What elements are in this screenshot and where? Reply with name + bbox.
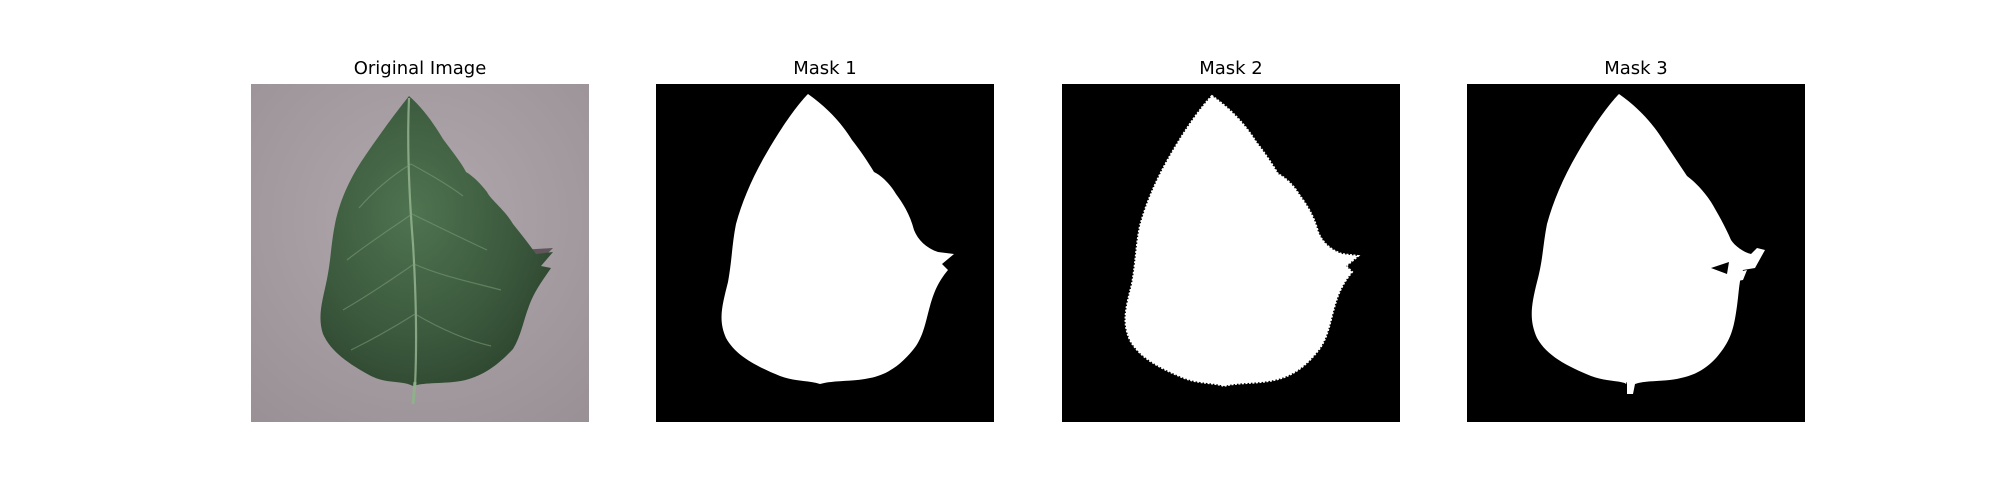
mask-3-image [1467, 84, 1805, 422]
mask-1-leaf-region [721, 94, 954, 384]
panel-original-image: Original Image [251, 57, 589, 437]
mask-3-fragment [1729, 270, 1747, 282]
mask-2-leaf-region [1124, 94, 1361, 388]
panel-mask-1: Mask 1 [656, 57, 994, 437]
panel-title: Mask 2 [1199, 58, 1263, 79]
panel-title: Mask 3 [1604, 58, 1668, 79]
leaf-petiole [411, 381, 417, 405]
mask-3-leaf-region [1531, 94, 1765, 394]
leaf-midrib [407, 97, 418, 387]
panel-title: Original Image [353, 58, 487, 79]
leaf-photo [251, 84, 589, 422]
panel-mask-3: Mask 3 [1467, 57, 1805, 437]
mask-2-image [1062, 84, 1400, 422]
mask-1-image [656, 84, 994, 422]
leaf-shape [320, 96, 553, 386]
panel-title: Mask 1 [793, 58, 857, 79]
panel-mask-2: Mask 2 [1062, 57, 1400, 437]
mask-3-hole [1711, 262, 1729, 274]
